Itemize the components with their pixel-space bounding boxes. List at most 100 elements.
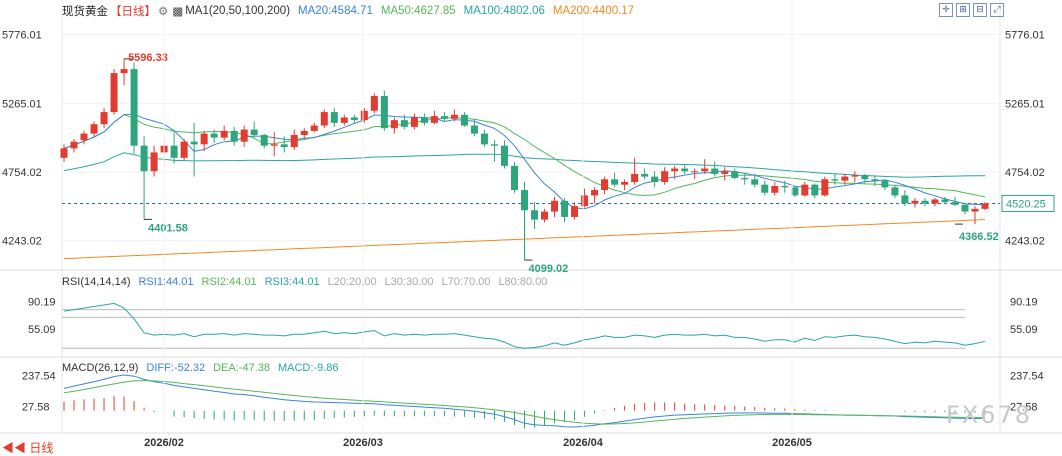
candle-body <box>370 95 378 111</box>
macd-tick-left: 27.58 <box>22 402 50 414</box>
annotation-recent-low: 4366.52 <box>959 231 999 243</box>
candle-body <box>861 175 869 180</box>
last-price-label: 4520.25 <box>1006 198 1046 210</box>
rsi-tick-left: 55.09 <box>28 324 56 336</box>
time-tick: 2026/03 <box>343 437 383 449</box>
price-tick-right: 5265.01 <box>1005 98 1045 110</box>
candle-body <box>360 110 368 121</box>
candle-body <box>100 112 108 125</box>
candle-body <box>130 69 138 146</box>
rsi-tick-left: 90.19 <box>28 297 56 309</box>
rsi-label: RSI(14,14,14) <box>62 276 131 288</box>
period-nav-button[interactable]: ◀◀ 日线 <box>2 441 54 455</box>
candle-body <box>891 187 899 196</box>
candle-body <box>641 173 649 177</box>
time-tick: 2026/05 <box>772 437 812 449</box>
candle-body <box>661 171 669 182</box>
rsi-l20: L20:20.00 <box>327 276 377 288</box>
candle-body <box>531 210 539 220</box>
candle-body <box>500 145 508 166</box>
candle-body <box>941 199 949 203</box>
price-tick-right: 4754.02 <box>1005 167 1045 179</box>
candle-body <box>811 184 819 196</box>
candle-body <box>270 144 278 146</box>
candle-body <box>340 117 348 123</box>
candle-body <box>380 95 388 129</box>
candle-body <box>551 200 559 212</box>
candle-body <box>410 117 418 127</box>
main-legend: 现货黄金 【日线】 ⚙ ▩ MA1(20,50,100,200) MA20:45… <box>62 3 642 19</box>
candle-body <box>801 184 809 196</box>
gear-icon[interactable]: ⚙ <box>158 6 169 18</box>
candle-body <box>791 187 799 196</box>
candle-body <box>651 176 659 182</box>
candle-body <box>961 204 969 212</box>
candle-body <box>731 171 739 178</box>
candle-body <box>250 129 258 135</box>
rsi-l70: L70:70.00 <box>441 276 491 288</box>
candle-body <box>120 69 128 74</box>
macd-hist-value: MACD:-9.86 <box>277 362 339 374</box>
candle-body <box>310 125 318 131</box>
candle-body <box>350 117 358 121</box>
candle-body <box>701 168 709 172</box>
zoom-in-icon[interactable]: ⊞ <box>956 3 970 17</box>
ma100-value: MA100:4802.06 <box>463 5 545 17</box>
toolbar: ✛ ⊞ ⊟ ⤢ <box>939 3 1004 17</box>
candle-body <box>170 145 178 158</box>
zoom-out-icon[interactable]: ⊟ <box>973 3 987 17</box>
candle-body <box>440 116 448 119</box>
rsi-legend: RSI(14,14,14) RSI1:44.01 RSI2:44.01 RSI3… <box>62 276 555 288</box>
macd-dea-value: DEA:-47.38 <box>213 362 270 374</box>
candle-body <box>741 177 749 180</box>
rsi1-value: RSI1:44.01 <box>138 276 194 288</box>
candle-body <box>90 124 98 134</box>
candle-body <box>400 120 408 127</box>
fullscreen-icon[interactable]: ⤢ <box>990 3 1004 17</box>
candle-body <box>480 133 488 145</box>
candle-body <box>821 179 829 196</box>
candle-body <box>901 195 909 204</box>
candle-body <box>140 145 148 172</box>
candle-body <box>330 112 338 123</box>
rsi-tick-right: 90.19 <box>1010 297 1038 309</box>
period-selector[interactable]: 【日线】 <box>110 6 156 18</box>
price-tick-left: 4243.02 <box>2 236 42 248</box>
ma50-value: MA50:4627.85 <box>380 5 456 17</box>
candle-body <box>110 73 118 113</box>
macd-tick-right: 27.58 <box>1010 402 1038 414</box>
macd-tick-right: 237.54 <box>1010 370 1044 382</box>
rsi-line <box>63 302 986 349</box>
candle-body <box>180 141 188 158</box>
candle-body <box>771 186 779 193</box>
candle-body <box>881 180 889 188</box>
candle-body <box>871 179 879 181</box>
candle-body <box>240 129 248 142</box>
candle-body <box>300 130 308 135</box>
ma20-value: MA20:4584.71 <box>298 5 373 17</box>
candle-body <box>571 206 579 217</box>
candle-body <box>450 114 458 119</box>
rsi-l80: L80:80.00 <box>498 276 548 288</box>
time-tick: 2026/02 <box>144 437 184 449</box>
ma100-line <box>63 152 985 178</box>
candle-body <box>420 117 428 123</box>
candle-body <box>711 168 719 174</box>
watermark: FX678 <box>945 401 1032 429</box>
rsi-l30: L30:30.00 <box>384 276 434 288</box>
macd-legend: MACD(26,12,9) DIFF:-52.32 DEA:-47.38 MAC… <box>62 362 347 374</box>
candle-body <box>671 168 679 172</box>
candle-body <box>751 179 759 185</box>
macd-tick-left: 237.54 <box>22 370 56 382</box>
candle-body <box>721 171 729 174</box>
candle-body <box>761 184 769 193</box>
macd-dea-line <box>63 380 986 425</box>
time-tick: 2026/04 <box>563 437 604 449</box>
candle-body <box>911 200 919 204</box>
rsi2-value: RSI2:44.01 <box>201 276 257 288</box>
candle-body <box>541 211 549 220</box>
candle-body <box>150 152 158 172</box>
candle-body <box>691 171 699 173</box>
crosshair-icon[interactable]: ✛ <box>939 3 953 17</box>
